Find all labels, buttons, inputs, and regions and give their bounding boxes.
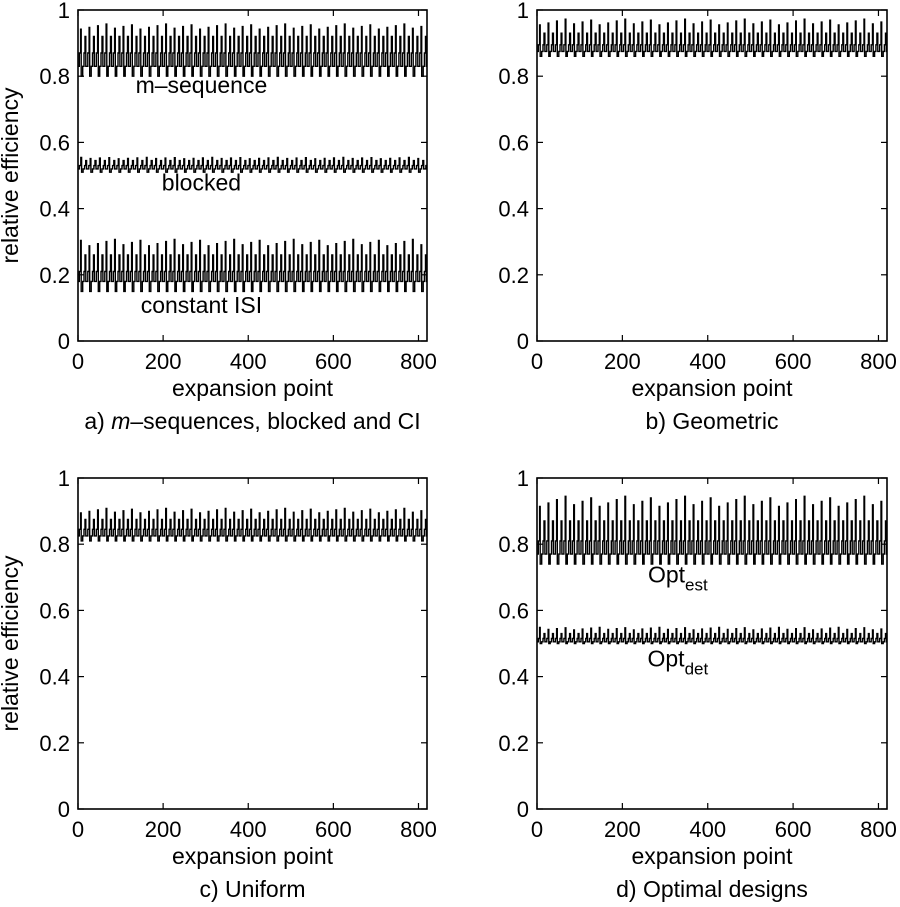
panel-d-xtick-label: 200 <box>604 817 641 842</box>
panel-a-xtick-label: 200 <box>145 349 182 374</box>
panel-b-ytick-label: 0.6 <box>498 130 529 155</box>
panel-c-ytick-label: 0.4 <box>39 665 70 690</box>
panel-c-ytick-label: 0.8 <box>39 532 70 557</box>
panel-b-xtick-label: 600 <box>775 349 812 374</box>
panel-a-ytick-label: 0 <box>58 329 70 354</box>
panel-a-ytick-label: 1 <box>58 0 70 23</box>
panel-d-ytick-label: 0.4 <box>498 665 529 690</box>
panel-c-xtick-label: 800 <box>400 817 437 842</box>
panel-d-series-line <box>537 626 887 645</box>
panel-d-xtick-label: 800 <box>860 817 897 842</box>
panel-a-caption-prefix: a) <box>84 408 111 434</box>
panel-a-caption-italic: m <box>111 408 130 434</box>
panel-a-series-annotation: m–sequence <box>136 72 268 98</box>
panel-d-series <box>537 495 887 645</box>
panel-a: 0 200 400 600 800 0 0.2 0.4 0.6 0.8 1 m–sequence bl… <box>0 0 437 434</box>
panel-c-xtick-label: 200 <box>145 817 182 842</box>
panel-a-annotations: m–sequence blocked constant ISI <box>136 72 268 318</box>
panel-c-ytick-label: 1 <box>58 466 70 491</box>
panel-c-xtick-label: 400 <box>230 817 267 842</box>
panel-d-xtick-label: 0 <box>531 817 543 842</box>
panel-b-series-line <box>537 18 887 57</box>
panel-b-frame <box>536 9 888 342</box>
panel-c-ytick-label: 0 <box>58 797 70 822</box>
panel-a-xtick-label: 400 <box>230 349 267 374</box>
panel-a-xtick-label: 600 <box>315 349 352 374</box>
panel-c-xlabel: expansion point <box>172 843 334 869</box>
panel-d-series-annotation: Optest <box>648 561 708 594</box>
panel-a-series-line <box>78 238 427 293</box>
panel-c-xtick-label: 0 <box>72 817 84 842</box>
panel-b-ytick-label: 0 <box>517 329 529 354</box>
panel-c-caption: c) Uniform <box>199 876 305 902</box>
panel-d-ytick-label: 0 <box>517 797 529 822</box>
panel-c-ylabel: relative efficiency <box>0 555 23 731</box>
panel-b-xlabel: expansion point <box>631 375 793 401</box>
panel-a-xlabel: expansion point <box>172 375 334 401</box>
panel-c-frame <box>77 477 428 810</box>
panel-d-series-line <box>537 495 887 565</box>
panel-d-xlabel: expansion point <box>631 843 793 869</box>
panel-b-xtick-label: 400 <box>689 349 726 374</box>
panel-b-caption: b) Geometric <box>646 408 779 434</box>
panel-a-ylabel: relative efficiency <box>0 87 23 263</box>
panel-a-series-annotation: blocked <box>162 169 241 195</box>
panel-d-series-annotation: Optdet <box>647 646 708 679</box>
panel-d-xtick-label: 600 <box>775 817 812 842</box>
panel-d-frame <box>536 477 888 810</box>
panel-b: 0 200 400 600 800 0 0.2 0.4 0.6 0.8 1 expansion po… <box>498 0 896 434</box>
panel-d-ticks: 0 200 400 600 800 0 0.2 0.4 0.6 0.8 1 <box>498 466 896 842</box>
panel-a-series <box>78 23 427 293</box>
panel-a-ytick-label: 0.2 <box>39 263 70 288</box>
panel-b-series <box>537 18 887 57</box>
panel-b-ytick-label: 0.2 <box>498 263 529 288</box>
panel-a-ytick-label: 0.6 <box>39 130 70 155</box>
panel-c-series-line <box>78 507 427 542</box>
panel-c-xtick-label: 600 <box>315 817 352 842</box>
panel-b-ytick-label: 0.4 <box>498 197 529 222</box>
panel-a-ytick-label: 0.4 <box>39 197 70 222</box>
panel-b-xtick-label: 200 <box>604 349 641 374</box>
panel-d-ytick-label: 0.8 <box>498 532 529 557</box>
panel-d: 0 200 400 600 800 0 0.2 0.4 0.6 0.8 1 Optest Optdet… <box>498 466 896 902</box>
panel-b-ytick-label: 1 <box>517 0 529 23</box>
panel-a-series-annotation: constant ISI <box>141 292 262 318</box>
panel-b-ytick-label: 0.8 <box>498 64 529 89</box>
panel-b-xtick-label: 800 <box>860 349 897 374</box>
panel-d-annotations: Optest Optdet <box>647 561 708 678</box>
panel-b-ticks: 0 200 400 600 800 0 0.2 0.4 0.6 0.8 1 <box>498 0 896 374</box>
panel-d-ytick-label: 1 <box>517 466 529 491</box>
panel-a-ticks: 0 200 400 600 800 0 0.2 0.4 0.6 0.8 1 <box>39 0 436 374</box>
panel-a-caption-rest: –sequences, blocked and CI <box>130 408 420 434</box>
panel-a-series-line <box>78 23 427 77</box>
panel-a-xtick-label: 800 <box>400 349 437 374</box>
panel-c-ytick-label: 0.6 <box>39 598 70 623</box>
panel-a-frame <box>77 9 428 342</box>
panel-a-caption: a) m–sequences, blocked and CI <box>84 408 420 434</box>
panel-d-xtick-label: 400 <box>689 817 726 842</box>
panel-c-ytick-label: 0.2 <box>39 731 70 756</box>
panel-a-series-line <box>78 156 427 173</box>
panel-b-xtick-label: 0 <box>531 349 543 374</box>
panel-d-caption: d) Optimal designs <box>616 876 808 902</box>
panel-c-series <box>78 507 427 542</box>
panel-d-ytick-label: 0.6 <box>498 598 529 623</box>
panel-c: 0 200 400 600 800 0 0.2 0.4 0.6 0.8 1 expansion po… <box>0 466 437 902</box>
panel-a-xtick-label: 0 <box>72 349 84 374</box>
panel-d-ytick-label: 0.2 <box>498 731 529 756</box>
panel-a-ytick-label: 0.8 <box>39 64 70 89</box>
